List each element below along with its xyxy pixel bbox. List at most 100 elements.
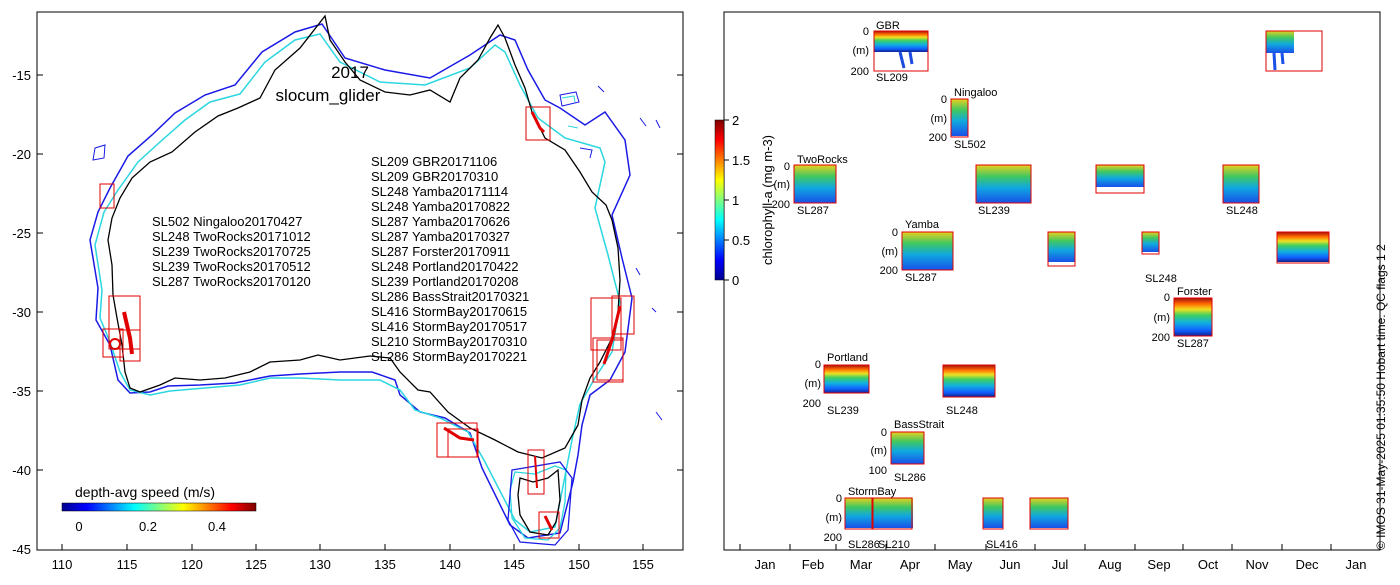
site-tworocks: TwoRocks 0 (m) 200 SL287 SL239 SL248: [772, 154, 1260, 217]
site-yamba: Yamba 0 (m) 200 SL287 SL248: [880, 219, 1330, 285]
depth-label: (m): [1154, 312, 1171, 324]
chl-profile: [951, 99, 968, 136]
map-panel: -15 -20 -25 -30 -35 -40 -45 110 115 120 …: [12, 11, 684, 572]
chlorophyll-colorbar-tick: 2: [732, 113, 739, 128]
depth-label: (m): [882, 246, 899, 258]
map-y-tick: -25: [12, 226, 31, 241]
month-tick: Aug: [1098, 557, 1121, 572]
deployment-box: [873, 30, 929, 72]
site-name: Portland: [827, 352, 868, 364]
depth-top: 0: [941, 94, 947, 106]
chl-profile: [794, 165, 836, 203]
depth-label: (m): [805, 378, 822, 390]
deployment-box: [1029, 497, 1069, 530]
site-forster: Forster 0 (m) 200 SL287: [1152, 286, 1213, 350]
timeline-x-axis: Jan Feb Mar Apr May Jun Jul Aug Sep Oct …: [739, 544, 1367, 572]
speed-colorbar-tick: 0.2: [139, 519, 157, 534]
month-tick: Mar: [850, 557, 873, 572]
deployment-entry: SL287 Yamba20170626: [371, 214, 510, 229]
site-name: StormBay: [848, 486, 897, 498]
deployment-box: [975, 164, 1032, 204]
chl-profile: [1223, 165, 1259, 203]
deployment-box: [793, 164, 837, 204]
chl-profile: [824, 365, 869, 393]
speed-colorbar-tick: 0.4: [208, 519, 226, 534]
map-x-tick: 140: [439, 557, 461, 572]
timeline-axes-frame: [723, 11, 1381, 551]
isobath-2000m: [89, 23, 633, 539]
depth-label: (m): [871, 445, 888, 457]
site-stormbay: StormBay 0 (m) 200 SL286 SL210 SL416: [824, 486, 1069, 551]
month-tick: Jan: [755, 557, 776, 572]
map-x-tick: 155: [632, 557, 654, 572]
site-name: TwoRocks: [797, 154, 848, 166]
month-tick: Feb: [802, 557, 824, 572]
chlorophyll-colorbar-tick: 0.5: [732, 233, 750, 248]
deployment-entry: SL287 Forster20170911: [371, 244, 510, 259]
depth-top: 0: [815, 359, 821, 371]
speed-colorbar-tick: 0: [75, 519, 82, 534]
deployment-box: [1276, 231, 1330, 264]
chlorophyll-colorbar-tick: 1.5: [732, 153, 750, 168]
deployment-box: [1173, 297, 1213, 337]
deployment-entry: SL248 Portland20170422: [371, 259, 518, 274]
depth-label: (m): [826, 512, 843, 524]
deployment-entry: SL209 GBR20171106: [371, 154, 497, 169]
deployment-box: [1095, 164, 1145, 194]
deployment-entry: SL286 BassStrait20170321: [371, 289, 529, 304]
deployment-entry: SL502 Ningaloo20170427: [152, 214, 302, 229]
chl-profile: [1030, 498, 1068, 528]
deployment-entry: SL239 TwoRocks20170512: [152, 259, 311, 274]
month-tick: Dec: [1295, 557, 1319, 572]
month-tick: Nov: [1245, 557, 1269, 572]
deployment-entry: SL416 StormBay20170615: [371, 304, 527, 319]
chl-profile: [1277, 232, 1329, 262]
deployment-entry: SL416 StormBay20170517: [371, 319, 527, 334]
glider-id: SL287: [905, 272, 937, 284]
site-name: GBR: [876, 20, 900, 32]
chlorophyll-colorbar-label: chlorophyll-a (mg m-3): [760, 135, 775, 265]
month-tick: Jun: [1000, 557, 1021, 572]
site-gbr: GBR 0 (m) 200 SL209: [851, 20, 1323, 84]
glider-id: SL416: [986, 539, 1018, 551]
chl-profile: [874, 31, 928, 52]
chlorophyll-colorbar-gradient: [714, 119, 725, 281]
deployment-box: [1047, 231, 1076, 267]
map-platform-title: slocum_glider: [276, 86, 381, 105]
glider-id: SL287: [797, 205, 829, 217]
deployment-entry: SL209 GBR20170310: [371, 169, 498, 184]
site-name: Ningaloo: [954, 87, 997, 99]
map-y-tick: -20: [12, 147, 31, 162]
chl-profile: [902, 232, 953, 270]
map-x-tick: 125: [245, 557, 267, 572]
imos-credit: © IMOS 31-May-2025 01:35:50 Hobart time.…: [1374, 244, 1388, 550]
glider-id: SL248: [946, 405, 978, 417]
glider-id: SL286: [848, 539, 880, 551]
chl-profile: [1174, 298, 1212, 336]
map-y-tick: -35: [12, 384, 31, 399]
deployment-box: [1222, 164, 1260, 204]
depth-bottom: 200: [772, 199, 790, 211]
speed-colorbar-gradient: [61, 502, 257, 512]
map-x-tick: 145: [503, 557, 525, 572]
map-x-tick: 135: [374, 557, 396, 572]
depth-top: 0: [784, 161, 790, 173]
australia-coastline: [107, 14, 621, 459]
deployment-box: [901, 231, 954, 271]
deployment-entry: SL248 Yamba20170822: [371, 199, 510, 214]
month-tick: Jan: [1346, 557, 1367, 572]
depth-top: 0: [1164, 292, 1170, 304]
depth-top: 0: [892, 227, 898, 239]
depth-bottom: 200: [1152, 332, 1170, 344]
chl-profile: [845, 498, 913, 528]
chl-profile: [976, 165, 1031, 203]
timeline-panel: Jan Feb Mar Apr May Jun Jul Aug Sep Oct …: [714, 11, 1388, 572]
month-tick: Jul: [1052, 557, 1069, 572]
chl-profile: [983, 498, 1003, 528]
chl-profile: [1266, 31, 1294, 53]
map-x-axis: 110 115 120 125 130 135 140 145 150 155: [52, 544, 654, 572]
glider-id: SL248: [1226, 205, 1258, 217]
chl-profile: [1142, 232, 1159, 252]
map-axes-frame: [36, 11, 684, 551]
chl-profile: [1048, 232, 1075, 262]
